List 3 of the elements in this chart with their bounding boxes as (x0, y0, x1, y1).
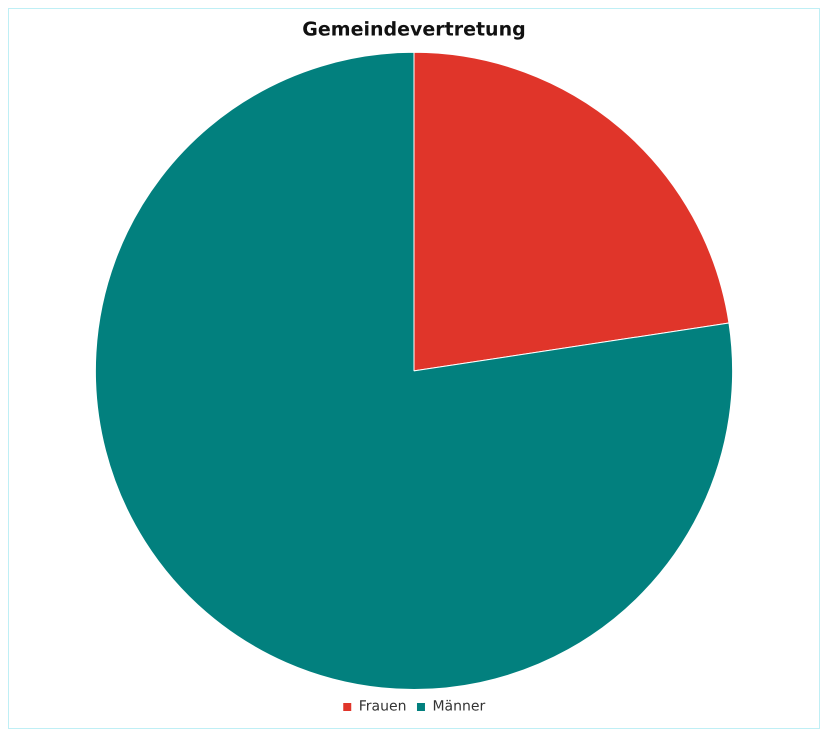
legend-label: Frauen (358, 698, 406, 715)
chart-title: Gemeindevertretung (302, 18, 526, 40)
legend-label: Männer (432, 698, 486, 715)
